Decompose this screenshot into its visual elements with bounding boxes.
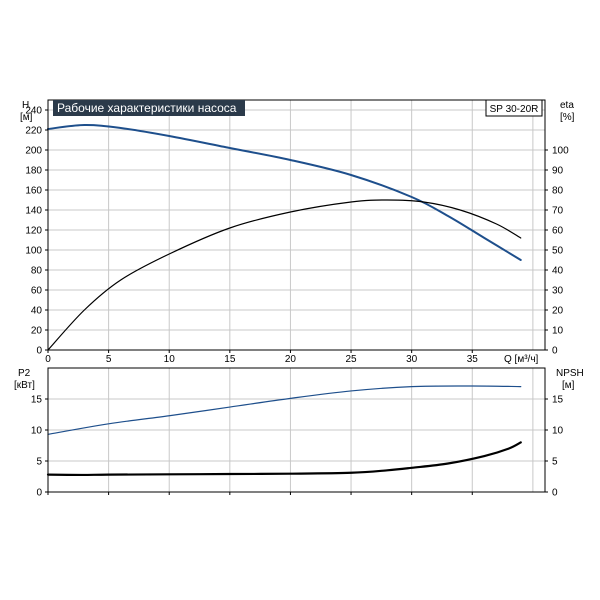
series-line-0-0 bbox=[47, 123, 522, 261]
grid-layer bbox=[48, 100, 545, 492]
x-axis-tick-label: 10 bbox=[164, 354, 176, 365]
right-axis-tick-label: 10 bbox=[552, 426, 564, 437]
x-axis-tick-label: 30 bbox=[406, 354, 418, 365]
left-axis-tick-label: 10 bbox=[31, 426, 43, 437]
left-axis-tick-label: 100 bbox=[25, 246, 42, 257]
npsh-axis-unit: [м] bbox=[562, 380, 575, 391]
x-axis-tick-label: 35 bbox=[467, 354, 479, 365]
left-axis-tick-label: 180 bbox=[25, 166, 42, 177]
flow-axis-label: Q [м³/ч] bbox=[504, 354, 539, 365]
model-label: SP 30-20R bbox=[490, 104, 539, 115]
right-axis-tick-label: 60 bbox=[552, 226, 564, 237]
left-axis-tick-label: 200 bbox=[25, 146, 42, 157]
left-axis-tick-label: 5 bbox=[36, 457, 42, 468]
left-axis-tick-label: 120 bbox=[25, 226, 42, 237]
left-axis-tick-label: 140 bbox=[25, 206, 42, 217]
left-axis-tick-label: 15 bbox=[31, 395, 43, 406]
left-axis-tick-label: 160 bbox=[25, 186, 42, 197]
left-axis-tick-label: 60 bbox=[31, 286, 43, 297]
chart-title-background bbox=[53, 100, 245, 116]
right-axis-tick-label: 80 bbox=[552, 186, 564, 197]
left-axis-tick-label: 0 bbox=[36, 488, 42, 499]
right-axis-tick-label: 0 bbox=[552, 346, 558, 357]
model-label-box bbox=[485, 99, 543, 117]
right-axis-tick-label: 0 bbox=[552, 488, 558, 499]
left-axis-tick-label: 40 bbox=[31, 306, 43, 317]
left-axis-tick-label: 240 bbox=[25, 106, 42, 117]
right-axis-tick-label: 70 bbox=[552, 206, 564, 217]
head-axis-label: H bbox=[22, 100, 29, 111]
right-axis-tick-label: 90 bbox=[552, 166, 564, 177]
series-line-1-1 bbox=[46, 441, 522, 477]
right-axis-tick-label: 40 bbox=[552, 266, 564, 277]
power-axis-unit: [кВт] bbox=[14, 380, 35, 391]
x-axis-tick-label: 15 bbox=[224, 354, 236, 365]
plot-frame bbox=[47, 99, 546, 351]
eta-axis-label: eta bbox=[560, 100, 574, 111]
left-axis-tick-label: 80 bbox=[31, 266, 43, 277]
series-layer bbox=[46, 123, 522, 477]
x-axis-tick-label: 0 bbox=[45, 354, 51, 365]
npsh-axis-label: NPSH bbox=[556, 368, 584, 379]
power-axis-label: P2 bbox=[18, 368, 31, 379]
frame-layer bbox=[45, 99, 548, 495]
left-axis-tick-label: 0 bbox=[36, 346, 42, 357]
series-line-0-1 bbox=[47, 199, 522, 351]
eta-axis-unit: [%] bbox=[560, 112, 575, 123]
left-axis-tick-label: 20 bbox=[31, 326, 43, 337]
right-axis-tick-label: 50 bbox=[552, 246, 564, 257]
left-axis-tick-label: 220 bbox=[25, 126, 42, 137]
x-axis-tick-label: 20 bbox=[285, 354, 297, 365]
right-axis-tick-label: 20 bbox=[552, 306, 564, 317]
x-axis-tick-label: 25 bbox=[345, 354, 357, 365]
series-line-1-0 bbox=[47, 385, 522, 435]
right-axis-tick-label: 15 bbox=[552, 395, 564, 406]
right-axis-tick-label: 100 bbox=[552, 146, 569, 157]
label-layer: Рабочие характеристики насоса SP 30-20R … bbox=[14, 99, 584, 499]
right-axis-tick-label: 5 bbox=[552, 457, 558, 468]
right-axis-tick-label: 10 bbox=[552, 326, 564, 337]
head-axis-unit: [м] bbox=[20, 112, 33, 123]
right-axis-tick-label: 30 bbox=[552, 286, 564, 297]
chart-title: Рабочие характеристики насоса bbox=[57, 101, 237, 115]
x-axis-tick-label: 5 bbox=[106, 354, 112, 365]
